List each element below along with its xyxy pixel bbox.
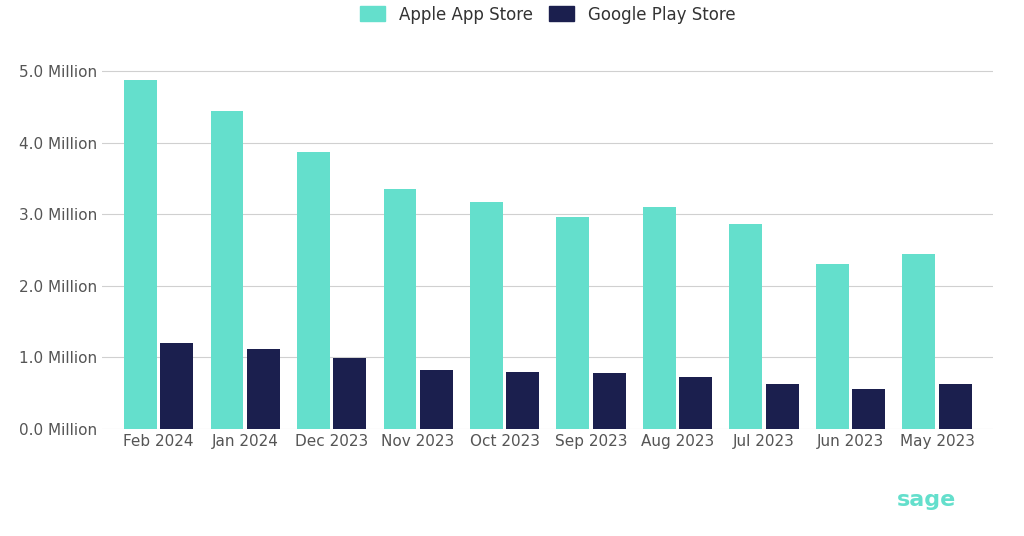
Bar <box>124 80 157 429</box>
Legend: Apple App Store, Google Play Store: Apple App Store, Google Play Store <box>352 0 743 32</box>
Bar <box>593 373 626 429</box>
Text: demand: demand <box>819 490 921 510</box>
Bar <box>470 202 503 429</box>
Bar <box>211 111 244 429</box>
Text: sage: sage <box>897 490 956 510</box>
Bar <box>384 189 417 429</box>
Bar <box>420 370 453 429</box>
Bar <box>902 254 935 429</box>
Bar <box>297 152 330 429</box>
Text: In-app Revenue Generated By The Telegram App: In-app Revenue Generated By The Telegram… <box>31 490 507 509</box>
Bar <box>852 389 885 429</box>
Bar <box>766 384 799 429</box>
Bar <box>729 225 762 429</box>
Bar <box>643 207 676 429</box>
Bar <box>816 264 849 429</box>
Bar <box>247 349 280 429</box>
Bar <box>679 377 712 429</box>
Bar <box>506 373 540 429</box>
Bar <box>161 343 194 429</box>
Bar <box>334 358 367 429</box>
Bar <box>556 217 590 429</box>
Bar <box>939 384 972 429</box>
